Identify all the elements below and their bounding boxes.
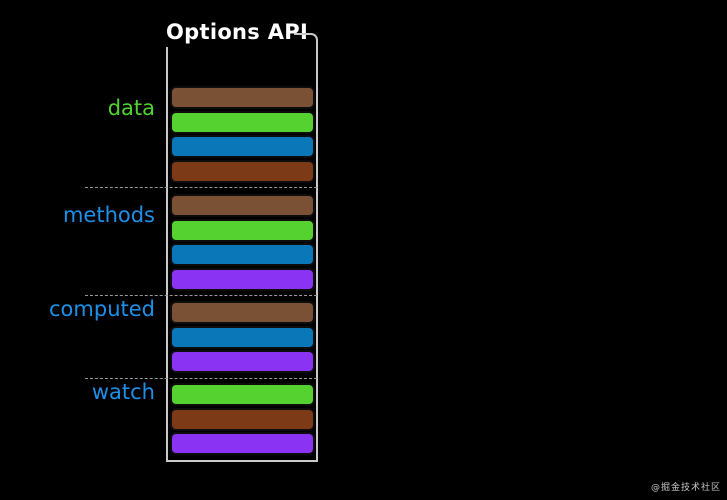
section-label-methods: methods — [62, 203, 155, 227]
option-bar-watch-darkbrown — [170, 408, 315, 431]
section-label-computed: computed — [49, 297, 155, 321]
section-divider — [85, 187, 317, 188]
option-bar-computed-brown — [170, 301, 315, 324]
option-bar-watch-purple — [170, 432, 315, 455]
option-bar-data-darkbrown — [170, 160, 315, 183]
option-bar-data-blue — [170, 135, 315, 158]
option-bar-methods-blue — [170, 243, 315, 266]
option-bar-data-green — [170, 111, 315, 134]
section-label-data: data — [107, 96, 155, 120]
option-bar-methods-green — [170, 219, 315, 242]
option-bar-methods-brown — [170, 194, 315, 217]
option-bar-methods-purple — [170, 268, 315, 291]
option-bar-computed-purple — [170, 350, 315, 373]
option-bar-data-brown — [170, 86, 315, 109]
option-bar-watch-green — [170, 383, 315, 406]
title-connector-line — [294, 33, 318, 51]
options-api-box — [166, 47, 318, 462]
section-divider — [85, 295, 317, 296]
diagram-title: Options API — [166, 20, 309, 44]
section-divider — [85, 378, 317, 379]
option-bar-computed-blue — [170, 326, 315, 349]
watermark: @掘金技术社区 — [650, 483, 721, 493]
section-label-watch: watch — [91, 380, 155, 404]
